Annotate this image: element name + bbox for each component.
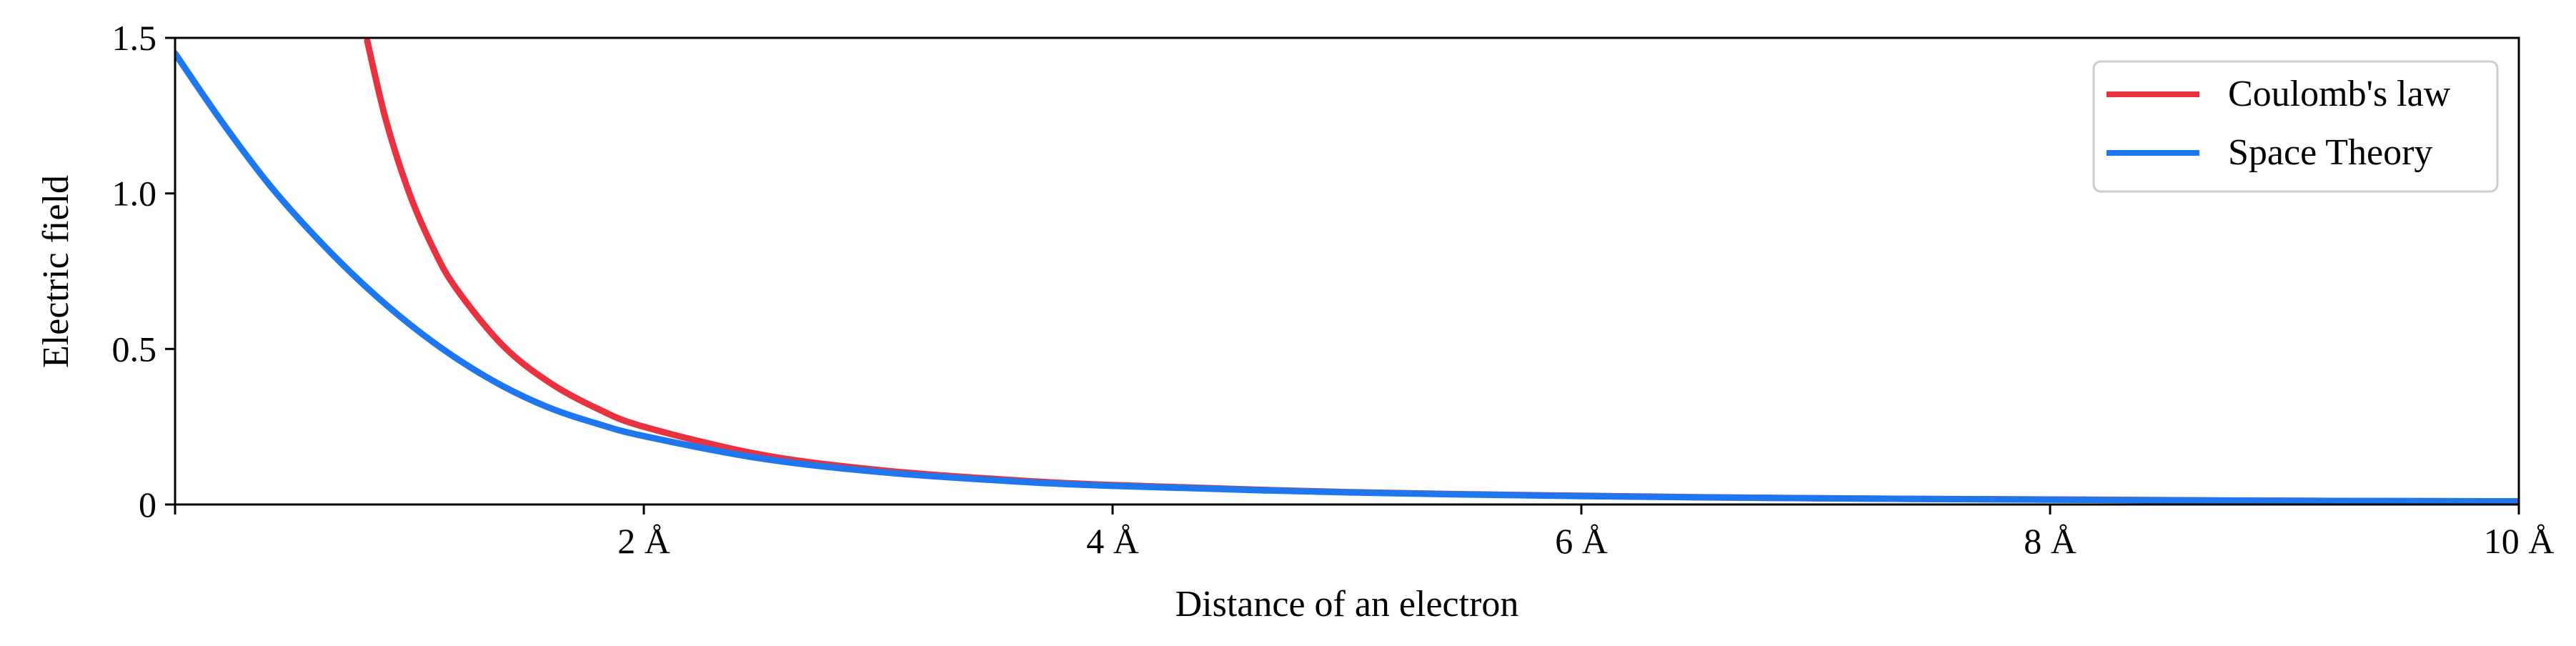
y-tick-label: 1.5 — [112, 18, 157, 58]
legend-label-coulomb: Coulomb's law — [2228, 74, 2451, 114]
series-line-space-theory — [175, 50, 2519, 505]
x-tick-label: 4 Å — [1086, 521, 1139, 561]
legend: Coulomb's law Space Theory — [2092, 60, 2499, 193]
series-layer — [175, 38, 2519, 505]
y-axis-title: Electric field — [36, 175, 76, 368]
x-tick-label: 10 Å — [2484, 521, 2555, 561]
x-tick-label: 8 Å — [2024, 521, 2077, 561]
y-axis: 0 0.5 1.0 1.5 — [112, 18, 175, 525]
x-axis: 2 Å 4 Å 6 Å 8 Å 10 Å — [174, 505, 2555, 561]
y-tick-label: 0.5 — [112, 329, 157, 369]
x-tick-label: 6 Å — [1555, 521, 1608, 561]
plot-frame — [174, 36, 2520, 506]
x-axis-title: Distance of an electron — [1175, 584, 1519, 625]
y-tick-label: 1.0 — [112, 174, 157, 214]
legend-label-space-theory: Space Theory — [2228, 132, 2432, 173]
x-tick-label: 2 Å — [617, 521, 670, 561]
y-tick-label: 0 — [139, 484, 156, 525]
